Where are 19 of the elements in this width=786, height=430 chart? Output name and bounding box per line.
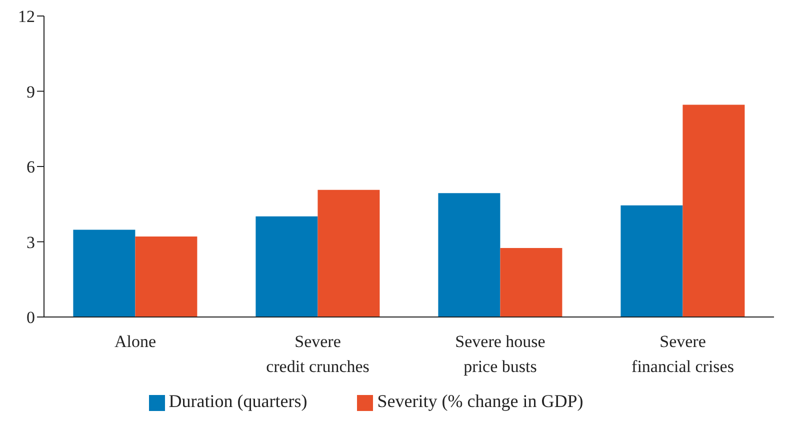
bar	[318, 190, 380, 317]
y-tick-label: 12	[18, 7, 35, 26]
y-tick-label: 6	[26, 158, 35, 177]
legend-label: Severity (% change in GDP)	[377, 391, 584, 411]
bar	[135, 236, 198, 317]
bar	[500, 248, 562, 317]
x-tick-label: Severe credit crunches	[266, 332, 370, 376]
x-tick-label: Alone	[114, 332, 156, 351]
legend-label: Duration (quarters)	[168, 391, 308, 411]
y-tick-label: 9	[26, 82, 35, 102]
x-tick-label: Severe financial crises	[632, 332, 734, 376]
bar	[438, 193, 500, 317]
bar	[682, 104, 745, 317]
bar	[73, 230, 136, 317]
bar	[620, 205, 683, 317]
bar	[256, 216, 318, 317]
y-tick-label: 0	[26, 308, 35, 328]
x-tick-label: Severe house price busts	[455, 332, 546, 376]
y-tick-label: 3	[26, 232, 35, 252]
